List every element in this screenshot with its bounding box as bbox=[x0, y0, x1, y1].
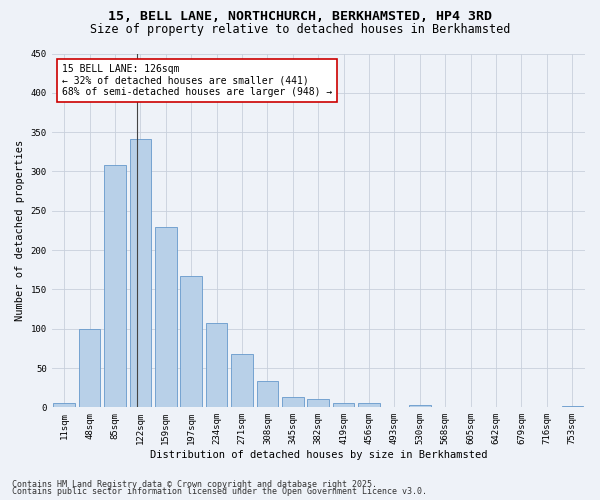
Text: 15 BELL LANE: 126sqm
← 32% of detached houses are smaller (441)
68% of semi-deta: 15 BELL LANE: 126sqm ← 32% of detached h… bbox=[62, 64, 332, 98]
Text: 15, BELL LANE, NORTHCHURCH, BERKHAMSTED, HP4 3RD: 15, BELL LANE, NORTHCHURCH, BERKHAMSTED,… bbox=[108, 10, 492, 23]
Bar bbox=[307, 398, 329, 407]
Bar bbox=[282, 397, 304, 407]
Bar bbox=[409, 405, 431, 407]
Bar bbox=[155, 228, 176, 408]
Bar bbox=[181, 276, 202, 407]
Bar bbox=[104, 165, 126, 408]
Text: Contains public sector information licensed under the Open Government Licence v3: Contains public sector information licen… bbox=[12, 487, 427, 496]
Y-axis label: Number of detached properties: Number of detached properties bbox=[15, 140, 25, 321]
Bar bbox=[358, 402, 380, 407]
Text: Size of property relative to detached houses in Berkhamsted: Size of property relative to detached ho… bbox=[90, 22, 510, 36]
Bar bbox=[562, 406, 583, 407]
Bar bbox=[333, 402, 355, 407]
Bar bbox=[130, 139, 151, 407]
X-axis label: Distribution of detached houses by size in Berkhamsted: Distribution of detached houses by size … bbox=[149, 450, 487, 460]
Bar bbox=[79, 328, 100, 407]
Bar bbox=[206, 323, 227, 407]
Bar bbox=[53, 404, 75, 407]
Bar bbox=[231, 354, 253, 408]
Text: Contains HM Land Registry data © Crown copyright and database right 2025.: Contains HM Land Registry data © Crown c… bbox=[12, 480, 377, 489]
Bar bbox=[257, 382, 278, 407]
